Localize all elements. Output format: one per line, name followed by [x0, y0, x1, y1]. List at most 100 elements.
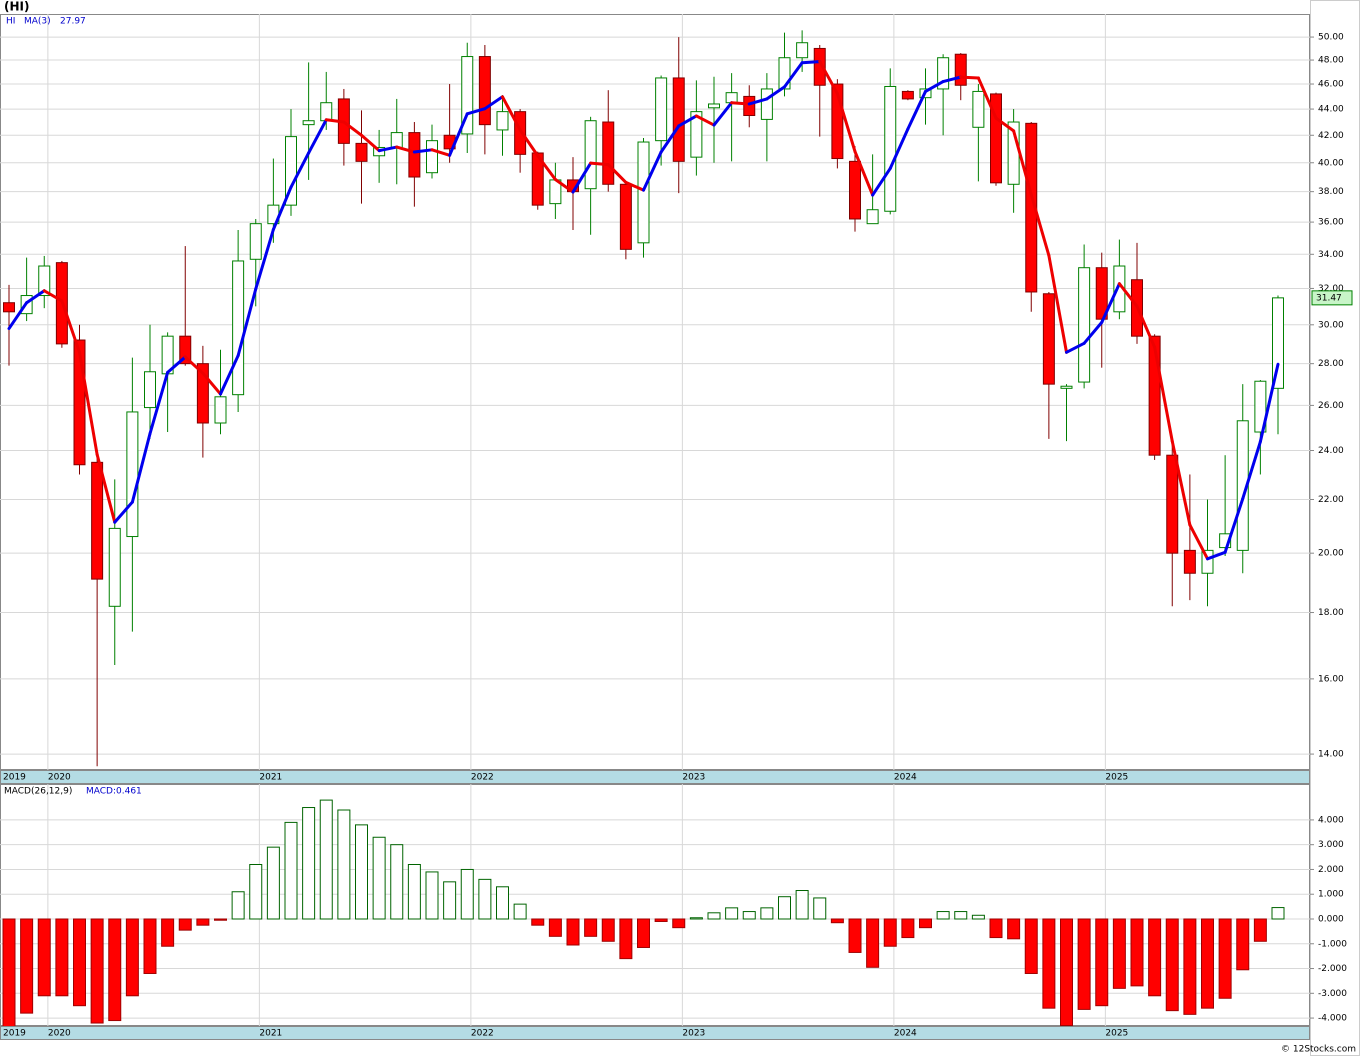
- y-tick-label: -4.000: [1318, 1014, 1347, 1024]
- ma-value: 27.97: [60, 17, 86, 27]
- macd-bar: [284, 821, 298, 920]
- ma-segment: [853, 150, 875, 197]
- ma-segment: [113, 500, 134, 524]
- candle-body: [1201, 549, 1214, 574]
- ma-segment: [606, 163, 628, 184]
- ma-segment: [430, 148, 452, 157]
- ma-segment: [148, 370, 170, 436]
- candle-body: [849, 160, 861, 220]
- ma-segment: [289, 151, 311, 189]
- candle-body: [1183, 549, 1196, 574]
- macd-bar: [20, 918, 34, 1014]
- candle-body: [743, 95, 756, 117]
- macd-bar: [1253, 918, 1267, 942]
- ma-segment: [1082, 320, 1104, 345]
- macd-bar: [1165, 918, 1179, 1012]
- y-tick-label: -1.000: [1318, 939, 1347, 949]
- ma-segment: [1153, 345, 1174, 443]
- macd-bar: [989, 918, 1003, 939]
- ma-segment: [677, 114, 698, 128]
- ma-segment: [1188, 523, 1209, 561]
- macd-bar: [1060, 918, 1073, 1026]
- footer: © 12Stocks.com: [1281, 1045, 1356, 1055]
- macd-bar: [355, 824, 368, 920]
- ma-segment: [395, 145, 416, 154]
- macd-bar: [725, 907, 739, 920]
- macd-bar: [1130, 918, 1144, 987]
- macd-bar: [266, 846, 280, 920]
- ma-segment: [553, 177, 575, 194]
- macd-bar: [1236, 918, 1250, 971]
- x-tick-label: 2021: [259, 773, 282, 783]
- macd-bar: [460, 868, 474, 920]
- candle-body: [214, 396, 227, 424]
- candle-body: [708, 103, 720, 109]
- candle-body: [619, 183, 632, 250]
- macd-bar: [37, 918, 51, 997]
- macd-bar: [319, 799, 333, 920]
- ma-segment: [1029, 193, 1051, 257]
- candle-body: [901, 90, 914, 100]
- macd-bar: [73, 918, 86, 1007]
- macd-bar: [531, 918, 545, 926]
- macd-bar: [1095, 918, 1109, 1007]
- ma-segment: [800, 60, 822, 65]
- macd-bar: [196, 918, 210, 926]
- macd-bar: [637, 918, 650, 948]
- macd-bar: [1007, 918, 1021, 940]
- macd-bar: [971, 914, 985, 920]
- macd-bar: [584, 918, 598, 937]
- ma-segment: [78, 350, 99, 456]
- ma-segment: [183, 355, 205, 375]
- candle-body: [866, 209, 879, 225]
- candle-body: [1254, 380, 1267, 433]
- ma-segment: [959, 75, 980, 80]
- macd-bar: [1183, 918, 1197, 1015]
- candle-body: [1025, 122, 1038, 293]
- price-tag: [1311, 290, 1353, 306]
- x-tick-label: 2023: [682, 773, 705, 783]
- macd-bar: [443, 881, 457, 920]
- candle-body: [990, 93, 1002, 184]
- ma-segment: [694, 114, 716, 127]
- x-tick-label: 2023: [682, 1029, 705, 1039]
- ma-segment: [712, 101, 734, 127]
- ma-segment: [1065, 341, 1086, 354]
- candle-body: [602, 121, 615, 185]
- x-tick-label: 2025: [1105, 773, 1128, 783]
- y-tick-label: 26.00: [1318, 401, 1344, 411]
- ma-segment: [941, 75, 963, 84]
- macd-bar: [496, 886, 509, 920]
- candle-body: [38, 265, 51, 297]
- ma-segment: [624, 180, 645, 192]
- candle-body: [496, 111, 509, 131]
- x-tick-label: 2020: [48, 1029, 71, 1039]
- candle-body: [1078, 267, 1091, 383]
- macd-bar: [372, 836, 386, 920]
- candle-body: [390, 132, 403, 148]
- x-tick-label: 2021: [259, 1029, 282, 1039]
- ma-segment: [271, 185, 293, 232]
- ma-segment: [536, 154, 557, 181]
- ma-segment: [95, 452, 117, 524]
- macd-bar: [795, 890, 809, 920]
- macd-bar: [125, 918, 139, 997]
- ma-segment: [1170, 439, 1192, 527]
- x-tick-label: 2019: [3, 1029, 26, 1039]
- ma-segment: [42, 289, 64, 303]
- ma-segment: [994, 116, 1016, 133]
- y-tick-label: 3.000: [1318, 840, 1344, 850]
- candle-body: [478, 56, 491, 126]
- y-tick-label: 24.00: [1318, 446, 1344, 456]
- date-band: [0, 770, 1310, 784]
- labels: HI MA(3) 27.97 MACD(26,12,9) MACD:0.461 …: [3, 17, 1356, 1055]
- candle-body: [1042, 293, 1055, 385]
- candle-body: [1166, 454, 1179, 554]
- ma-segment: [483, 95, 504, 111]
- macd-bar: [883, 918, 897, 947]
- ma-segment: [976, 76, 998, 120]
- y-tick-label: -3.000: [1318, 989, 1347, 999]
- candle-body: [3, 302, 15, 313]
- candle-body: [196, 363, 209, 424]
- candle-body: [672, 77, 685, 162]
